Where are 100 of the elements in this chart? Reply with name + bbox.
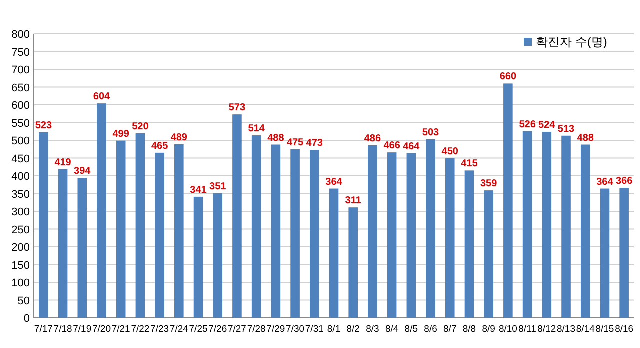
x-tick-label: 8/5 bbox=[404, 324, 418, 335]
bar bbox=[174, 144, 184, 318]
data-label: 364 bbox=[326, 176, 343, 188]
data-label: 464 bbox=[403, 141, 420, 152]
bar bbox=[368, 145, 378, 318]
data-label: 488 bbox=[268, 132, 285, 144]
x-tick-label: 7/30 bbox=[286, 324, 305, 335]
bar bbox=[136, 133, 146, 318]
data-label: 359 bbox=[480, 178, 498, 190]
x-tick-label: 7/28 bbox=[247, 324, 266, 335]
data-label: 660 bbox=[500, 72, 517, 83]
x-tick-label: 8/2 bbox=[346, 324, 360, 335]
bar bbox=[387, 152, 397, 318]
x-tick-label: 8/6 bbox=[424, 324, 438, 335]
data-label: 524 bbox=[538, 120, 556, 131]
data-label: 604 bbox=[93, 92, 111, 103]
y-tick-label: 400 bbox=[12, 171, 30, 183]
bar bbox=[58, 169, 68, 318]
y-tick-label: 350 bbox=[12, 188, 30, 201]
x-tick-label: 7/25 bbox=[189, 324, 208, 335]
y-tick-label: 550 bbox=[12, 118, 30, 130]
data-label: 473 bbox=[306, 138, 324, 150]
x-tick-label: 8/12 bbox=[538, 324, 556, 335]
y-tick-label: 150 bbox=[12, 260, 30, 272]
data-label: 364 bbox=[596, 176, 614, 188]
x-tick-label: 8/11 bbox=[518, 324, 536, 335]
x-tick-label: 7/17 bbox=[34, 324, 53, 335]
bar bbox=[39, 132, 48, 318]
y-tick-label: 100 bbox=[12, 278, 30, 290]
bar bbox=[271, 144, 281, 318]
y-tick-label: 300 bbox=[12, 206, 30, 218]
y-tick-label: 0 bbox=[24, 313, 30, 325]
bar bbox=[620, 188, 629, 318]
bar bbox=[213, 193, 223, 318]
bar bbox=[348, 208, 358, 318]
bar bbox=[116, 140, 126, 318]
data-label: 486 bbox=[364, 133, 382, 144]
y-tick-label: 800 bbox=[12, 29, 30, 41]
x-tick-label: 7/19 bbox=[73, 324, 92, 335]
data-label: 366 bbox=[616, 176, 634, 188]
data-label: 489 bbox=[170, 132, 188, 144]
x-tick-label: 8/10 bbox=[498, 324, 518, 335]
bar bbox=[155, 152, 164, 318]
bar bbox=[406, 153, 416, 318]
x-tick-label: 7/27 bbox=[228, 324, 246, 335]
data-label: 513 bbox=[558, 124, 576, 135]
data-label: 499 bbox=[112, 128, 130, 140]
x-tick-label: 7/26 bbox=[208, 324, 228, 335]
data-label: 394 bbox=[74, 166, 92, 178]
data-label: 526 bbox=[519, 119, 536, 130]
x-tick-label: 7/18 bbox=[54, 324, 72, 335]
bar bbox=[290, 149, 300, 318]
x-tick-label: 8/14 bbox=[576, 324, 595, 335]
data-label: 415 bbox=[461, 158, 478, 170]
bar bbox=[542, 132, 552, 318]
bar bbox=[464, 170, 474, 318]
bar bbox=[484, 190, 494, 318]
legend-label: 확진자 수(명) bbox=[536, 35, 608, 49]
y-tick-label: 200 bbox=[12, 242, 30, 254]
x-tick-label: 8/15 bbox=[596, 324, 614, 335]
x-tick-label: 8/4 bbox=[385, 324, 399, 335]
bar bbox=[232, 114, 242, 318]
bar bbox=[329, 188, 339, 318]
x-tick-label: 7/22 bbox=[131, 324, 150, 335]
bar bbox=[445, 158, 455, 318]
data-label: 523 bbox=[35, 120, 52, 132]
bar bbox=[426, 139, 436, 318]
x-tick-label: 7/23 bbox=[150, 324, 170, 335]
x-tick-label: 7/31 bbox=[305, 324, 324, 335]
x-tick-label: 7/29 bbox=[266, 324, 286, 335]
x-tick-label: 8/7 bbox=[444, 324, 457, 335]
bar bbox=[504, 84, 513, 318]
bar bbox=[78, 178, 88, 318]
data-label: 450 bbox=[442, 146, 459, 158]
y-tick-label: 50 bbox=[18, 295, 30, 308]
x-tick-label: 7/21 bbox=[112, 324, 130, 335]
x-tick-label: 8/9 bbox=[482, 324, 496, 335]
y-tick-label: 650 bbox=[12, 82, 30, 94]
bar bbox=[97, 104, 106, 318]
bar bbox=[194, 196, 204, 318]
y-tick-label: 700 bbox=[12, 64, 30, 76]
data-label: 419 bbox=[54, 157, 72, 168]
bar bbox=[562, 136, 571, 318]
bar bbox=[310, 150, 320, 318]
y-tick-label: 750 bbox=[12, 46, 30, 59]
y-tick-label: 500 bbox=[12, 136, 30, 148]
data-label: 520 bbox=[132, 121, 150, 132]
x-tick-label: 8/13 bbox=[557, 324, 576, 335]
data-label: 503 bbox=[422, 127, 440, 138]
data-label: 341 bbox=[190, 184, 208, 196]
data-label: 465 bbox=[151, 140, 169, 152]
bar bbox=[522, 131, 532, 318]
data-label: 573 bbox=[228, 102, 246, 114]
y-tick-label: 450 bbox=[12, 153, 30, 166]
x-tick-label: 8/3 bbox=[366, 324, 380, 335]
x-tick-label: 7/24 bbox=[170, 324, 188, 335]
x-tick-label: 8/1 bbox=[327, 324, 341, 335]
data-label: 514 bbox=[248, 124, 266, 135]
y-tick-label: 600 bbox=[12, 100, 30, 112]
x-tick-label: 7/20 bbox=[92, 324, 111, 335]
